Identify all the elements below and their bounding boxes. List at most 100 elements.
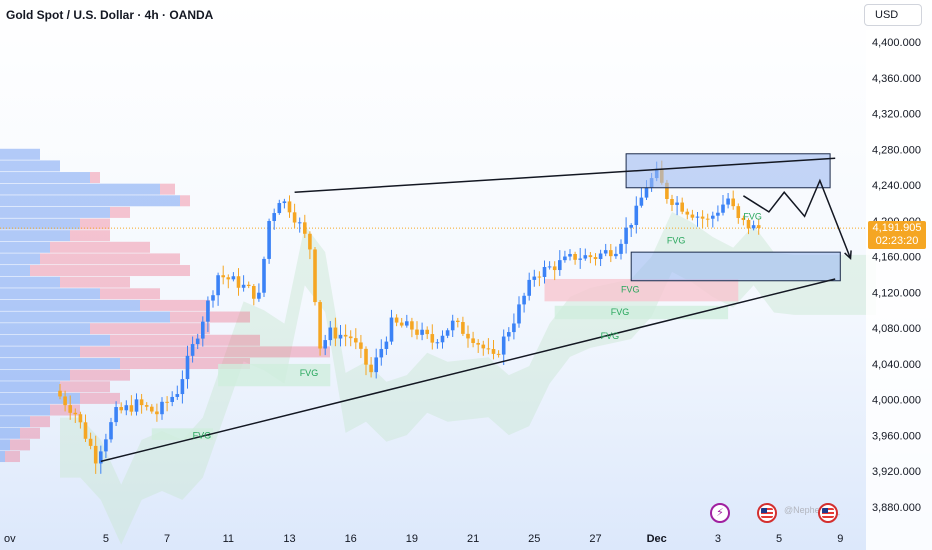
fvg-label: FVG (601, 331, 620, 341)
volume-profile-down-bar (180, 195, 190, 207)
candle-body (583, 255, 588, 259)
candle-body (272, 213, 276, 221)
candle-body (547, 266, 552, 268)
y-tick-label: 3,920.000 (872, 466, 921, 478)
candle-body (746, 220, 751, 229)
wedge-upper-trendline (294, 157, 836, 193)
candle-body (348, 336, 353, 339)
candle-body (119, 407, 123, 411)
x-tick-label: 21 (467, 533, 479, 545)
volume-profile-down-bar (80, 392, 120, 404)
candle-body (318, 302, 322, 349)
candle-body (527, 279, 531, 296)
candle-body (374, 357, 378, 373)
candle-body (333, 327, 338, 339)
candle-body (236, 276, 241, 288)
candle-body (206, 300, 210, 322)
candle-body (425, 329, 429, 335)
candle-body (629, 225, 633, 228)
candle-body (389, 317, 394, 342)
volume-profile-up-bar (0, 218, 80, 230)
candle-body (675, 202, 679, 205)
volume-profile-up-bar (0, 241, 50, 253)
y-tick-label: 4,120.000 (872, 287, 921, 299)
candle-body (471, 338, 475, 343)
volume-profile-down-bar (70, 369, 130, 381)
candle-body (343, 334, 348, 337)
candle-body (700, 216, 705, 219)
y-tick-label: 3,880.000 (872, 502, 921, 514)
candle-body (410, 321, 414, 330)
candle-body (195, 338, 200, 345)
volume-profile-up-bar (0, 369, 70, 381)
candle-body (665, 182, 669, 199)
x-tick-label: 13 (283, 533, 295, 545)
candle-body (741, 217, 746, 221)
candle-body (124, 405, 129, 411)
candle-body (461, 322, 465, 334)
volume-profile-down-bar (10, 439, 30, 451)
candle-body (680, 202, 684, 212)
candle-body (670, 198, 674, 205)
projection-path (742, 178, 852, 259)
candle-body (430, 334, 435, 343)
lightning-icon[interactable]: ⚡ (710, 503, 730, 523)
candle-body (262, 258, 266, 293)
candle-body (394, 317, 399, 323)
candle-body (267, 220, 271, 259)
candle-body (440, 335, 445, 343)
candle-body (501, 336, 506, 355)
volume-profile-down-bar (30, 265, 190, 277)
volume-profile-down-bar (40, 253, 180, 265)
candle-body (379, 348, 384, 358)
us-flag-icon[interactable] (818, 503, 838, 523)
candle-body (507, 332, 511, 337)
candle-body (624, 227, 628, 244)
y-tick-label: 4,240.000 (872, 180, 921, 192)
candle-body (221, 275, 225, 278)
x-tick-label: 7 (164, 533, 170, 545)
candle-body (252, 286, 256, 299)
candle-body (257, 292, 261, 299)
volume-profile-up-bar (0, 265, 30, 277)
volume-profile-up-bar (0, 230, 70, 242)
wedge-lower-trendline (100, 278, 836, 463)
volume-profile-down-bar (60, 276, 130, 288)
fvg-zone (218, 363, 331, 387)
candle-body (593, 257, 598, 260)
us-flag-icon[interactable] (757, 503, 777, 523)
volume-profile-down-bar (90, 172, 100, 184)
volume-profile-down-bar (110, 334, 260, 346)
x-tick-label: 19 (406, 533, 418, 545)
volume-profile-down-bar (140, 299, 210, 311)
volume-profile-down-bar (50, 241, 150, 253)
candle-body (532, 276, 537, 280)
volume-profile-down-bar (20, 427, 40, 439)
volume-profile-up-bar (0, 439, 10, 451)
candle-body (614, 253, 618, 257)
candle-body (88, 438, 93, 446)
fvg-label: FVG (611, 307, 630, 317)
volume-profile-up-bar (0, 299, 140, 311)
x-tick-label: 5 (776, 533, 782, 545)
fvg-zone (151, 428, 213, 440)
candle-body (639, 197, 644, 206)
chart-title: Gold Spot / U.S. Dollar · 4h · OANDA (6, 8, 214, 22)
current-price-value: 4,191.905 (872, 222, 922, 234)
volume-profile-down-bar (90, 323, 210, 335)
candle-body (313, 249, 317, 303)
volume-profile-up-bar (0, 253, 40, 265)
y-tick-label: 4,320.000 (872, 109, 921, 121)
x-tick-label: 5 (103, 533, 109, 545)
candle-body (705, 218, 710, 220)
volume-profile-up-bar (0, 183, 160, 195)
candle-body (578, 258, 582, 260)
candle-body (297, 222, 302, 224)
volume-profile-down-bar (5, 451, 20, 463)
candle-body (598, 253, 603, 260)
candle-body (721, 204, 725, 213)
projection-arrowhead (844, 250, 852, 261)
candle-body (731, 198, 735, 207)
currency-selector[interactable]: USD (864, 4, 922, 26)
